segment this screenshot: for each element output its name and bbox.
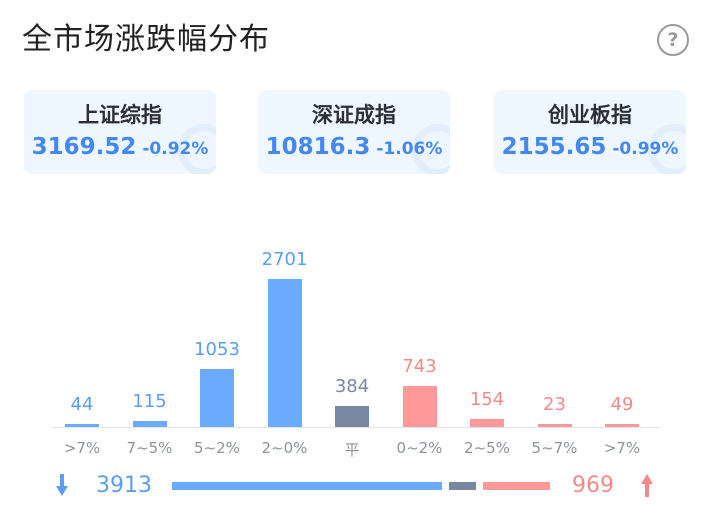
help-icon[interactable]: ? <box>657 24 689 56</box>
index-change: -1.06% <box>376 139 443 159</box>
ratio-bar-down <box>172 482 443 490</box>
down-arrow-icon <box>56 474 68 498</box>
bar-value-label: 44 <box>70 394 94 415</box>
axis-tick-label: 5~7% <box>531 439 578 457</box>
bar-value-label: 1053 <box>194 339 240 361</box>
bar-1[interactable] <box>132 420 167 427</box>
bar-value-label: 743 <box>402 356 437 378</box>
card-decoration <box>412 124 450 174</box>
bar-5[interactable] <box>402 386 437 427</box>
axis-line <box>50 427 662 428</box>
ratio-bar-up <box>483 482 550 490</box>
index-card-sz[interactable]: 深证成指 10816.3 -1.06% <box>258 90 450 174</box>
axis-tick-label: >7% <box>603 439 641 457</box>
bar-8[interactable] <box>605 424 639 427</box>
axis-tick-label: 7~5% <box>126 439 173 457</box>
bar-value-label: 49 <box>610 394 634 415</box>
page-title: 全市场涨跌幅分布 <box>22 22 270 57</box>
index-value: 3169.52 <box>31 134 137 160</box>
index-name: 深证成指 <box>312 103 396 127</box>
index-value: 2155.65 <box>501 134 607 160</box>
axis-tick-label: 平 <box>344 441 360 459</box>
bar-3[interactable] <box>267 279 302 427</box>
index-name: 创业板指 <box>548 103 632 127</box>
bar-2[interactable] <box>200 369 234 427</box>
bar-0[interactable] <box>65 424 99 427</box>
card-decoration <box>648 124 686 174</box>
index-card-sh[interactable]: 上证综指 3169.52 -0.92% <box>24 90 216 174</box>
axis-tick-label: 0~2% <box>396 439 443 457</box>
index-change: -0.92% <box>142 139 209 159</box>
index-name: 上证综指 <box>78 103 162 127</box>
bar-value-label: 2701 <box>261 249 308 270</box>
bar-7[interactable] <box>537 424 572 427</box>
bar-value-label: 154 <box>469 388 505 410</box>
axis-tick-label: 5~2% <box>194 439 240 457</box>
ratio-bar-flat <box>449 482 476 490</box>
axis-tick-label: 2~0% <box>261 439 308 457</box>
index-change: -0.99% <box>612 139 679 159</box>
down-count: 3913 <box>96 473 152 498</box>
axis-tick-label: 2~5% <box>464 439 510 457</box>
axis-tick-label: >7% <box>63 439 101 457</box>
bar-value-label: 23 <box>543 394 566 415</box>
bar-4[interactable] <box>335 405 369 427</box>
index-value: 10816.3 <box>265 134 371 160</box>
up-count: 969 <box>572 473 614 498</box>
bar-value-label: 384 <box>334 375 370 397</box>
up-arrow-icon <box>641 474 653 498</box>
bar-value-label: 115 <box>132 390 167 412</box>
card-decoration <box>178 124 216 174</box>
bar-6[interactable] <box>470 418 504 427</box>
index-card-cyb[interactable]: 创业板指 2155.65 -0.99% <box>494 90 686 174</box>
